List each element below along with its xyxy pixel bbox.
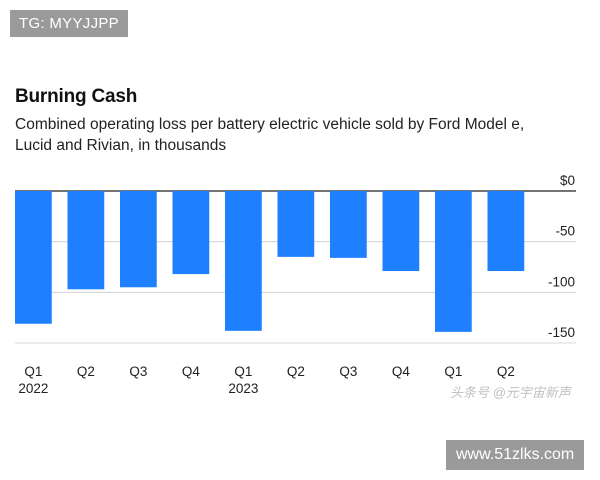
watermark-tg: TG: MYYJJPP — [10, 10, 128, 37]
chart-subtitle: Combined operating loss per battery elec… — [15, 116, 525, 154]
x-tick-label: Q3 — [339, 364, 357, 379]
bar-7 — [330, 191, 367, 258]
x-tick-label: Q4 — [182, 364, 201, 379]
y-tick-label: -100 — [548, 274, 575, 289]
x-tick-label: Q2 — [287, 364, 305, 379]
x-year-label: 2023 — [228, 381, 258, 396]
bar-8 — [382, 191, 420, 272]
y-tick-label: $0 — [560, 173, 575, 188]
chart-title: Burning Cash — [15, 86, 138, 107]
x-tick-label: Q1 — [234, 364, 252, 379]
bar-3 — [120, 191, 157, 288]
watermark-toutiao: 头条号 @元宇宙新声 — [450, 385, 571, 400]
y-tick-label: -50 — [555, 224, 575, 239]
x-tick-label: Q2 — [497, 364, 515, 379]
bar-10 — [487, 191, 525, 272]
bar-6 — [277, 191, 315, 257]
x-tick-label: Q3 — [129, 364, 147, 379]
y-tick-label: -150 — [548, 325, 575, 340]
x-tick-label: Q1 — [444, 364, 462, 379]
bar-5 — [225, 191, 262, 331]
x-tick-label: Q1 — [24, 364, 42, 379]
bar-4 — [172, 191, 210, 275]
bar-1 — [15, 191, 52, 324]
x-year-label: 2022 — [18, 381, 48, 396]
bar-9 — [435, 191, 472, 332]
watermark-url: www.51zlks.com — [446, 440, 585, 470]
x-tick-label: Q2 — [77, 364, 95, 379]
bar-2 — [67, 191, 105, 290]
x-tick-label: Q4 — [392, 364, 411, 379]
